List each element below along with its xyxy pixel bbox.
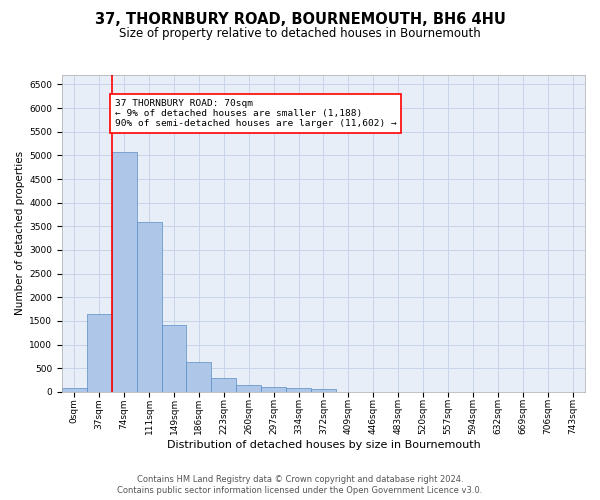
Bar xyxy=(236,385,261,392)
Bar xyxy=(286,388,311,392)
Bar xyxy=(87,314,112,392)
Text: Contains public sector information licensed under the Open Government Licence v3: Contains public sector information licen… xyxy=(118,486,482,495)
Bar xyxy=(62,388,87,392)
Y-axis label: Number of detached properties: Number of detached properties xyxy=(15,152,25,316)
X-axis label: Distribution of detached houses by size in Bournemouth: Distribution of detached houses by size … xyxy=(167,440,481,450)
Text: 37, THORNBURY ROAD, BOURNEMOUTH, BH6 4HU: 37, THORNBURY ROAD, BOURNEMOUTH, BH6 4HU xyxy=(95,12,505,28)
Bar xyxy=(112,152,137,392)
Bar xyxy=(161,324,187,392)
Bar xyxy=(211,378,236,392)
Bar xyxy=(311,389,336,392)
Bar xyxy=(187,362,211,392)
Text: 37 THORNBURY ROAD: 70sqm
← 9% of detached houses are smaller (1,188)
90% of semi: 37 THORNBURY ROAD: 70sqm ← 9% of detache… xyxy=(115,98,397,128)
Text: Size of property relative to detached houses in Bournemouth: Size of property relative to detached ho… xyxy=(119,28,481,40)
Bar xyxy=(261,386,286,392)
Bar xyxy=(137,222,161,392)
Text: Contains HM Land Registry data © Crown copyright and database right 2024.: Contains HM Land Registry data © Crown c… xyxy=(137,475,463,484)
